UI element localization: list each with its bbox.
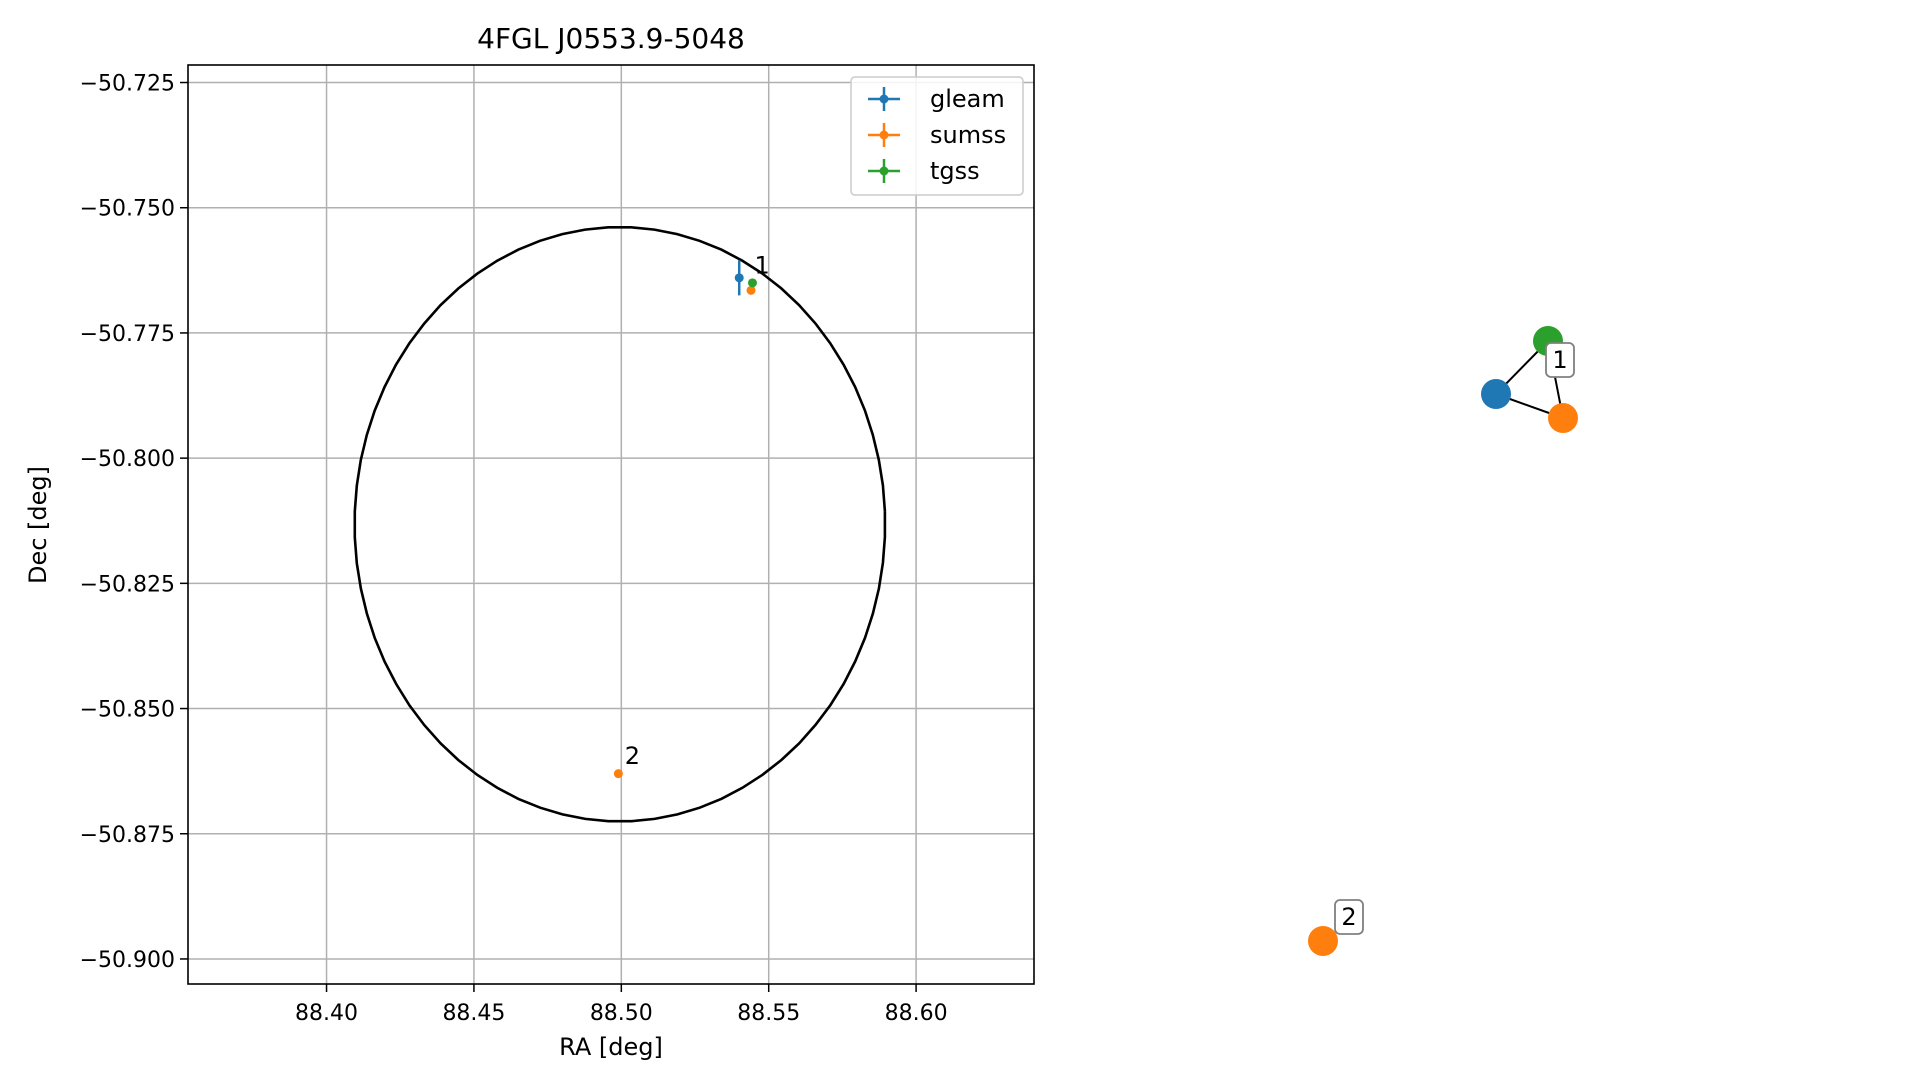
legend-label-tgss: tgss <box>930 157 980 185</box>
y-tick-label: −50.775 <box>80 322 175 347</box>
y-tick-label: −50.750 <box>80 197 175 222</box>
legend-box <box>850 76 1024 196</box>
legend-marker-dot <box>879 130 889 140</box>
annotation-1: 1 <box>754 251 769 279</box>
grid <box>188 65 1034 984</box>
x-tick-label: 88.50 <box>590 1001 653 1026</box>
network-panel: 12 <box>1308 326 1578 956</box>
y-tick-label: −50.800 <box>80 447 175 472</box>
y-tick-label: −50.900 <box>80 948 175 973</box>
point-tgss-0 <box>747 278 757 288</box>
legend-entry-gleam: gleam <box>868 85 1005 113</box>
x-axis-label: RA [deg] <box>559 1033 663 1061</box>
localization-ellipse-path <box>353 226 887 823</box>
annotation-2: 2 <box>625 742 640 770</box>
y-tick-label: −50.850 <box>80 698 175 723</box>
x-tick-label: 88.60 <box>885 1001 948 1026</box>
x-axis-ticks: 88.40 88.45 88.50 88.55 88.60 <box>295 984 948 1026</box>
legend-label-sumss: sumss <box>930 121 1006 149</box>
network-nodes <box>1308 326 1578 956</box>
plot-frame <box>187 64 1035 985</box>
network-label-text: 2 <box>1341 903 1356 931</box>
y-tick-label: −50.825 <box>80 572 175 597</box>
network-label-box <box>1334 899 1364 935</box>
y-axis-label: Dec [deg] <box>24 466 52 584</box>
legend-marker-dot <box>879 94 889 104</box>
network-labels: 12 <box>1334 342 1575 935</box>
x-tick-label: 88.55 <box>737 1001 800 1026</box>
network-label-text: 1 <box>1552 346 1567 374</box>
localization-ellipse <box>353 226 887 823</box>
legend-marker-dot <box>879 166 889 176</box>
y-tick-label: −50.725 <box>80 72 175 97</box>
point-sumss-1 <box>613 769 623 779</box>
y-tick-label: −50.875 <box>80 823 175 848</box>
network-label-2: 2 <box>1334 899 1364 935</box>
scatter-panel: 4FGL J0553.9-5048 12 88.40 88.45 88.50 88.5… <box>24 22 1035 1061</box>
x-tick-label: 88.45 <box>442 1001 505 1026</box>
point-gleam-0 <box>734 273 744 283</box>
y-axis-ticks: −50.725 −50.750 −50.775 −50.800 −50.825 −50.8… <box>80 72 188 973</box>
annotations: 12 <box>625 251 770 770</box>
network-label-1: 1 <box>1545 342 1575 378</box>
legend-entry-sumss: sumss <box>868 121 1006 149</box>
x-tick-label: 88.40 <box>295 1001 358 1026</box>
network-node-sumss-2 <box>1308 926 1338 956</box>
network-label-box <box>1545 342 1575 378</box>
legend-label-gleam: gleam <box>930 85 1005 113</box>
legend-entry-tgss: tgss <box>868 157 980 185</box>
chart-title: 4FGL J0553.9-5048 <box>477 22 745 55</box>
legend: gleam sumss tgss <box>850 76 1024 196</box>
network-node-sumss <box>1548 403 1578 433</box>
point-sumss-0 <box>746 285 756 295</box>
network-node-gleam <box>1481 379 1511 409</box>
data-marks <box>613 260 757 779</box>
